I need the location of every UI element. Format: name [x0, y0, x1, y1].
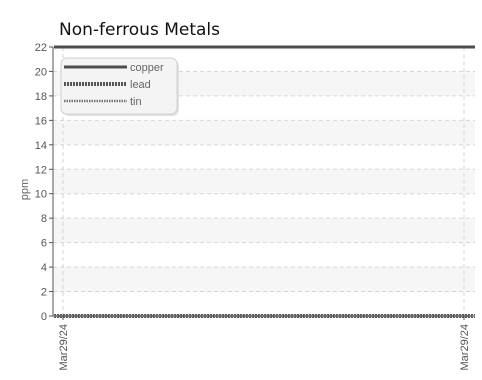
- plot-band: [53, 120, 475, 145]
- plot-band: [53, 267, 475, 292]
- legend-label-tin[interactable]: tin: [130, 96, 142, 108]
- series-layer: [54, 45, 475, 318]
- chart-title: Non-ferrous Metals: [59, 20, 220, 40]
- y-tick-label: 22: [35, 42, 47, 54]
- y-axis-label: ppm: [19, 179, 31, 200]
- y-tick-label: 18: [35, 91, 47, 103]
- y-tick-label: 2: [41, 287, 47, 299]
- x-tick-label: Mar29/24: [459, 324, 471, 370]
- plot-band: [53, 169, 475, 194]
- legend-label-lead[interactable]: lead: [130, 79, 151, 91]
- y-tick-label: 4: [41, 262, 47, 274]
- y-tick-label: 14: [35, 140, 47, 152]
- x-tick-label: Mar29/24: [58, 324, 70, 370]
- plot-bands: [53, 71, 475, 292]
- legend-label-copper[interactable]: copper: [130, 62, 164, 74]
- plot-band: [53, 218, 475, 243]
- y-tick-label: 0: [41, 311, 47, 323]
- y-tick-label: 8: [41, 213, 47, 225]
- y-tick-label: 6: [41, 238, 47, 250]
- y-tick-label: 10: [35, 189, 47, 201]
- legend[interactable]: copper lead tin: [60, 57, 179, 116]
- y-tick-label: 12: [35, 164, 47, 176]
- y-tick-label: 20: [35, 66, 47, 78]
- y-tick-label: 16: [35, 115, 47, 127]
